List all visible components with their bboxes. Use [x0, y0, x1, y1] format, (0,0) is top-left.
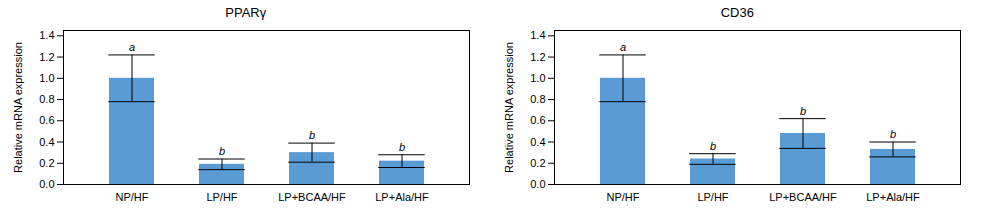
svg-text:1.2: 1.2: [530, 51, 545, 63]
svg-text:NP/HF: NP/HF: [607, 191, 640, 203]
svg-text:LP/HF: LP/HF: [206, 191, 237, 203]
svg-text:0.2: 0.2: [39, 157, 54, 169]
svg-text:0.0: 0.0: [530, 178, 545, 190]
svg-text:Relative mRNA expression: Relative mRNA expression: [504, 42, 516, 173]
svg-text:0.4: 0.4: [530, 136, 545, 148]
svg-text:0.8: 0.8: [530, 93, 545, 105]
svg-text:0.8: 0.8: [39, 93, 54, 105]
html-text:CD36: CD36: [720, 5, 754, 20]
svg-text:b: b: [399, 141, 405, 153]
html-text:PPARγ: PPARγ: [225, 5, 267, 20]
svg-text:LP/HF: LP/HF: [698, 191, 729, 203]
svg-text:0.6: 0.6: [39, 114, 54, 126]
svg-text:b: b: [219, 145, 225, 157]
svg-text:0.6: 0.6: [530, 114, 545, 126]
svg-text:LP+Ala/HF: LP+Ala/HF: [375, 191, 429, 203]
svg-text:LP+Ala/HF: LP+Ala/HF: [867, 191, 921, 203]
svg-text:1.4: 1.4: [39, 29, 54, 41]
svg-text:NP/HF: NP/HF: [115, 191, 148, 203]
svg-text:a: a: [620, 41, 626, 53]
svg-text:Relative mRNA expression: Relative mRNA expression: [12, 42, 24, 173]
svg-text:LP+BCAA/HF: LP+BCAA/HF: [278, 191, 346, 203]
svg-text:LP+BCAA/HF: LP+BCAA/HF: [769, 191, 837, 203]
svg-text:a: a: [129, 41, 135, 53]
svg-text:b: b: [309, 129, 315, 141]
svg-text:b: b: [890, 128, 896, 140]
svg-text:0.4: 0.4: [39, 136, 54, 148]
svg-text:b: b: [800, 105, 806, 117]
svg-text:1.0: 1.0: [530, 72, 545, 84]
svg-text:b: b: [710, 140, 716, 152]
svg-text:0.0: 0.0: [39, 178, 54, 190]
svg-text:1.2: 1.2: [39, 51, 54, 63]
svg-text:0.2: 0.2: [530, 157, 545, 169]
svg-text:1.0: 1.0: [39, 72, 54, 84]
svg-text:1.4: 1.4: [530, 29, 545, 41]
